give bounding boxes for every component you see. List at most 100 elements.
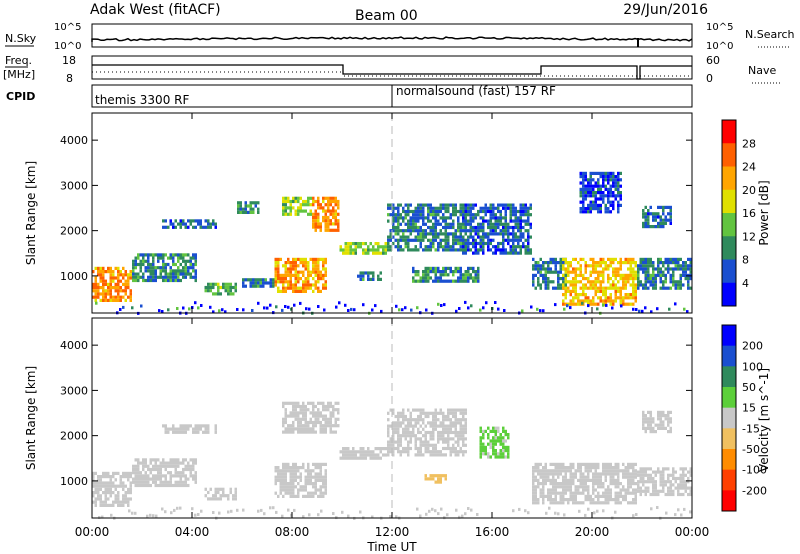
velocity-ytick-label: 1000 (60, 475, 88, 488)
cpid-program-2: normalsound (fast) 157 RF (396, 84, 556, 98)
velocity-region (387, 408, 467, 457)
power-region (462, 203, 532, 255)
power-colorbar-swatch (722, 120, 736, 144)
power-region (274, 257, 327, 293)
velocity-colorbar-tick: 100 (742, 360, 763, 373)
power-colorbar-swatch (722, 189, 736, 214)
velocity-xtick-label: 00:00 (675, 525, 710, 539)
velocity-colorbar-swatch (722, 387, 736, 409)
nsearch-tick-high: 10^5 (706, 22, 733, 33)
velocity-colorbar-swatch (722, 469, 736, 491)
nsky-tick-high: 10^5 (54, 22, 81, 33)
power-colorbar: 4 8 12 16 20 24 28 (721, 119, 756, 307)
power-colorbar-tick: 20 (742, 184, 756, 197)
power-ytick-label: 3000 (60, 179, 88, 192)
velocity-colorbar-tick: -15 (742, 422, 760, 435)
velocity-region (637, 467, 692, 497)
power-region (532, 257, 567, 290)
velocity-xtick-label: 08:00 (275, 525, 310, 539)
velocity-colorbar-swatch (722, 345, 736, 367)
power-region (237, 201, 260, 214)
cpid-program-1: themis 3300 RF (95, 93, 189, 107)
power-region (312, 196, 340, 232)
velocity-region (642, 410, 672, 434)
power-colorbar-tick: 28 (742, 137, 756, 150)
velocity-region (424, 474, 447, 484)
cpid-panel: CPID themis 3300 RF normalsound (fast) 1… (6, 84, 693, 108)
velocity-colorbar-tick: -100 (742, 464, 767, 477)
velocity-colorbar-swatch (722, 490, 736, 512)
power-colorbar-tick: 24 (742, 161, 756, 174)
power-ylabel: Slant Range [km] (24, 161, 38, 265)
power-colorbar-swatch (722, 236, 736, 260)
nsky-label: N.Sky (5, 32, 37, 45)
power-colorbar-label: Power [dB] (757, 180, 771, 245)
velocity-region (92, 471, 132, 507)
nave-trace (92, 71, 692, 77)
velocity-region (132, 458, 197, 488)
velocity-region (282, 401, 340, 434)
power-region (242, 278, 275, 288)
power-colorbar-swatch (722, 259, 736, 284)
noise-trace (91, 36, 693, 42)
power-region (282, 196, 312, 216)
power-colorbar-swatch (722, 213, 736, 237)
nave-tick-low: 0 (706, 72, 713, 85)
freq-unit: [MHz] (3, 68, 35, 81)
nave-label: Nave (748, 64, 776, 77)
velocity-xtick-label: 00:00 (75, 525, 110, 539)
beam-label: Beam 00 (355, 8, 418, 24)
nsky-tick-low: 10^0 (54, 41, 81, 52)
velocity-colorbar-tick: 50 (742, 381, 756, 394)
freq-tick-low: 8 (66, 72, 73, 85)
power-colorbar-swatch (722, 282, 736, 307)
station-title: Adak West (fitACF) (90, 2, 221, 18)
power-region (562, 257, 637, 306)
nsearch-tick-low: 10^0 (706, 41, 733, 52)
velocity-colorbar-tick: 15 (742, 402, 756, 415)
velocity-colorbar-swatch (722, 449, 736, 471)
power-region (132, 253, 197, 283)
velocity-colorbar: -200 -100 -50 -15 15 50 100 200 (721, 324, 767, 512)
cpid-label: CPID (6, 90, 35, 103)
velocity-colorbar-swatch (722, 366, 736, 388)
power-colorbar-tick: 16 (742, 207, 756, 220)
power-region (579, 171, 622, 214)
power-heatmap (92, 171, 692, 315)
velocity-colorbar-swatch (722, 407, 736, 429)
velocity-ytick-label: 2000 (60, 430, 88, 443)
velocity-colorbar-swatch (722, 325, 736, 347)
velocity-panel: 1000 2000 3000 4000 00:00 04:00 08:00 12:00 16:… (24, 317, 771, 554)
velocity-region (162, 424, 217, 434)
time-axis-label: Time UT (366, 540, 417, 554)
velocity-xtick-label: 04:00 (175, 525, 210, 539)
power-region (412, 266, 480, 283)
power-panel: 1000 2000 3000 4000 Slant Range [km] 4 8 12 16… (24, 112, 771, 315)
date-label: 29/Jun/2016 (623, 2, 708, 18)
power-colorbar-tick: 12 (742, 230, 756, 243)
velocity-ylabel: Slant Range [km] (24, 366, 38, 470)
power-ytick-label: 1000 (60, 270, 88, 283)
power-ytick-label: 4000 (60, 134, 88, 147)
velocity-region (532, 462, 637, 505)
freq-tick-high: 18 (62, 54, 76, 67)
velocity-region (339, 447, 387, 460)
power-colorbar-swatch (722, 143, 736, 167)
frequency-trace (92, 64, 692, 80)
power-colorbar-tick: 4 (742, 277, 749, 290)
velocity-region (479, 426, 510, 459)
velocity-region (204, 487, 237, 501)
frequency-panel: Freq. [MHz] 18 8 60 0 Nave (3, 54, 780, 85)
velocity-colorbar-tick: -50 (742, 443, 760, 456)
power-region (339, 242, 387, 255)
power-region (204, 282, 237, 296)
power-region (162, 219, 217, 229)
power-colorbar-tick: 8 (742, 254, 749, 267)
power-region (642, 205, 672, 229)
velocity-colorbar-label: Velocity [m s^-1] (757, 368, 771, 472)
power-colorbar-swatch (722, 166, 736, 191)
power-region (92, 266, 132, 302)
velocity-xtick-label: 12:00 (375, 525, 410, 539)
velocity-xtick-label: 16:00 (475, 525, 510, 539)
